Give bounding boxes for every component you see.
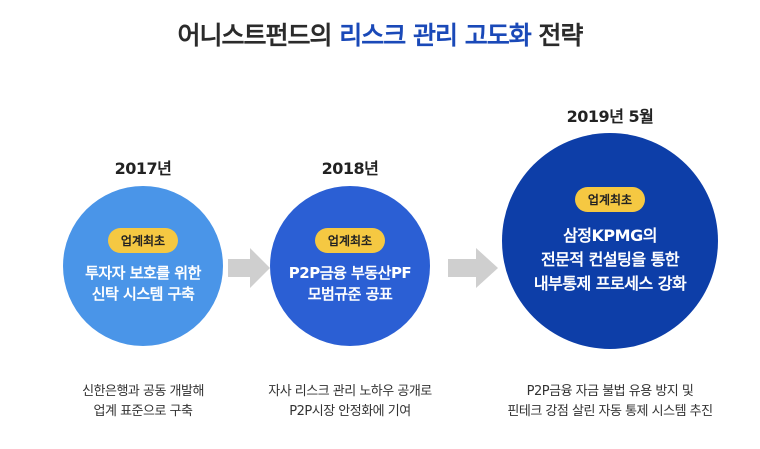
step-circle-2018: 업계최초 P2P금융 부동산PF 모범규준 공표 (270, 186, 430, 346)
step-text-line: 전문적 컨설팅을 통한 (540, 249, 680, 269)
step-text: P2P금융 부동산PF 모범규준 공표 (288, 263, 412, 305)
page-title: 어니스트펀드의 리스크 관리 고도화 전략 (0, 16, 760, 52)
year-label-2019: 2019년 5월 (566, 107, 654, 126)
title-prefix: 어니스트펀드의 (177, 21, 333, 50)
description-line: 업계 표준으로 구축 (93, 404, 193, 419)
industry-first-badge: 업계최초 (314, 227, 386, 253)
industry-first-badge: 업계최초 (107, 227, 179, 253)
step-text-line: P2P금융 부동산PF (288, 263, 412, 282)
step-text: 삼정KPMG의 전문적 컨설팅을 통한 내부통제 프로세스 강화 (533, 224, 687, 296)
description-line: 자사 리스크 관리 노하우 공개로 (268, 384, 432, 399)
industry-first-badge: 업계최초 (574, 186, 646, 212)
step-text-line: 내부통제 프로세스 강화 (533, 273, 687, 293)
title-suffix: 전략 (538, 21, 583, 50)
arrow-right-icon (448, 248, 498, 288)
title-highlight: 리스크 관리 고도화 (339, 21, 531, 50)
step-text-line: 삼정KPMG의 (563, 225, 657, 245)
description-line: P2P금융 자금 불법 유용 방지 및 (526, 384, 694, 399)
step-circle-2019: 업계최초 삼정KPMG의 전문적 컨설팅을 통한 내부통제 프로세스 강화 (502, 133, 718, 349)
year-label-2018: 2018년 (321, 159, 379, 178)
year-label-2017: 2017년 (114, 159, 172, 178)
step-text: 투자자 보호를 위한 신탁 시스템 구축 (85, 263, 201, 305)
step-text-line: 모범규준 공표 (307, 284, 393, 303)
description-line: 핀테크 강점 살린 자동 통제 시스템 추진 (507, 404, 713, 419)
step-circle-2017: 업계최초 투자자 보호를 위한 신탁 시스템 구축 (63, 186, 223, 346)
description-line: 신한은행과 공동 개발해 (82, 384, 204, 399)
arrow-right-icon (228, 248, 270, 288)
step-description-2017: 신한은행과 공동 개발해 업계 표준으로 구축 (43, 382, 243, 422)
step-description-2018: 자사 리스크 관리 노하우 공개로 P2P시장 안정화에 기여 (240, 382, 460, 422)
description-line: P2P시장 안정화에 기여 (289, 404, 411, 419)
step-text-line: 신탁 시스템 구축 (91, 284, 195, 303)
step-description-2019: P2P금융 자금 불법 유용 방지 및 핀테크 강점 살린 자동 통제 시스템 … (470, 382, 750, 422)
step-text-line: 투자자 보호를 위한 (85, 263, 201, 282)
